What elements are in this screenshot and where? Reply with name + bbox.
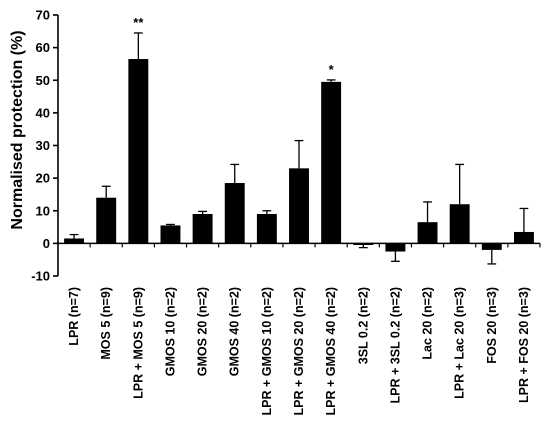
x-tick-label: 3SL 0.2 (n=2) (356, 287, 370, 364)
error-bar (423, 201, 432, 223)
bar (128, 59, 149, 244)
bar (160, 225, 181, 244)
bars (64, 59, 534, 252)
x-tick-label: FOS 20 (n=3) (485, 287, 499, 364)
bar (256, 214, 277, 244)
error-bar (166, 223, 175, 226)
error-bar (358, 245, 368, 249)
x-tick-label: LPR + GMOS 40 (n=2) (324, 287, 338, 416)
bar (449, 204, 470, 244)
bar (513, 231, 534, 244)
error-bar (294, 139, 304, 169)
x-tick-label: LPR + GMOS 20 (n=2) (292, 287, 306, 416)
bar (192, 214, 213, 244)
error-bar (487, 249, 497, 265)
error-bar (198, 210, 207, 215)
error-bar (101, 185, 111, 198)
x-tick-label: GMOS 10 (n=2) (163, 287, 177, 376)
error-bar (262, 210, 272, 215)
x-tick-label: LPR + 3SL 0.2 (n=2) (388, 287, 402, 403)
error-bar (519, 207, 529, 232)
x-tick-label: LPR + FOS 20 (n=3) (517, 287, 531, 403)
error-bar (391, 251, 400, 262)
significance-annotations: *** (133, 15, 334, 77)
bar (289, 168, 309, 244)
bar (385, 243, 406, 252)
x-tick-label: Lac 20 (n=2) (421, 287, 435, 360)
bar (64, 238, 85, 244)
y-tick-label: 50 (36, 73, 50, 88)
y-tick-label: 30 (36, 138, 50, 153)
significance-marker: ** (133, 15, 144, 30)
bar (417, 222, 438, 244)
y-tick-label: 70 (36, 8, 50, 23)
bar (321, 81, 342, 244)
error-bar (133, 32, 143, 60)
x-axis (58, 242, 541, 248)
x-tick-labels: LPR (n=7) MOS 5 (n=9) LPR + MOS 5 (n=9) GMO… (67, 287, 531, 416)
bar (481, 243, 502, 250)
bar (96, 197, 117, 244)
x-tick-label: LPR + MOS 5 (n=9) (131, 287, 145, 399)
x-tick-label: LPR + Lac 20 (n=3) (453, 287, 467, 399)
error-bar (69, 233, 79, 239)
y-tick-label: 40 (36, 105, 50, 120)
y-axis-title: Normalised protection (%) (9, 30, 26, 229)
error-bar (326, 79, 336, 82)
y-tick-label: 10 (36, 203, 50, 218)
bar (353, 243, 374, 246)
x-tick-label: MOS 5 (n=9) (99, 287, 113, 360)
x-tick-label: LPR + GMOS 10 (n=2) (260, 287, 274, 416)
y-tick-label: 20 (36, 171, 50, 186)
bar (224, 183, 245, 244)
x-tick-label: GMOS 20 (n=2) (196, 287, 210, 376)
y-tick-label: 0 (43, 236, 50, 251)
y-tick-label: 60 (36, 40, 50, 55)
error-bar (455, 163, 465, 205)
x-tick-label: LPR (n=7) (67, 287, 81, 346)
y-tick-label: -10 (31, 269, 50, 284)
x-tick-label: GMOS 40 (n=2) (228, 287, 242, 376)
y-axis: -10 0 10 20 30 40 50 60 70 (31, 8, 59, 284)
significance-marker: * (329, 62, 335, 77)
error-bar (230, 163, 240, 184)
error-bars (69, 32, 529, 265)
